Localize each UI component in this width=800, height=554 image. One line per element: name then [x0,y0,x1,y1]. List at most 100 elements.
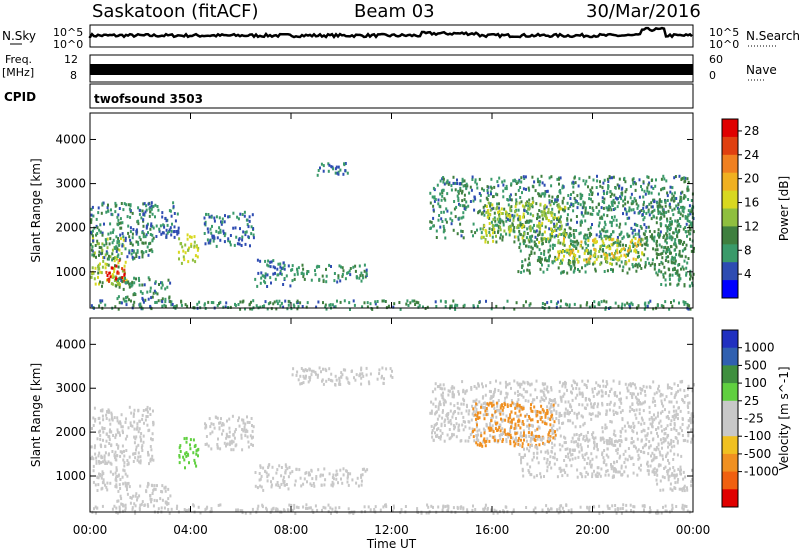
data-cell [616,460,618,464]
data-cell [659,419,662,423]
data-cell [579,304,582,308]
data-cell [538,240,541,244]
data-cell [624,207,626,211]
data-cell [650,185,653,189]
data-cell [308,367,311,371]
data-cell [657,434,659,438]
data-cell [296,370,299,374]
data-cell [537,233,539,237]
data-cell [432,438,435,442]
data-cell [628,454,631,458]
data-cell [587,227,590,231]
data-cell [152,423,155,427]
data-cell [668,232,671,236]
data-cell [216,445,219,448]
data-cell [381,299,384,303]
data-cell [104,262,107,266]
data-cell [645,205,648,209]
data-cell [461,177,464,181]
data-cell [626,271,629,275]
data-cell [97,476,100,480]
data-cell [120,425,123,429]
data-cell [363,263,366,267]
data-cell [654,184,657,188]
data-cell [264,300,267,304]
data-cell [155,224,158,228]
data-cell [510,205,513,209]
data-cell [115,249,118,253]
data-cell [536,437,539,441]
data-cell [519,196,522,199]
data-cell [683,389,686,393]
data-cell [164,287,167,291]
data-cell [150,448,153,452]
data-cell [361,305,364,309]
data-cell [376,377,379,381]
data-cell [503,179,506,183]
data-cell [499,225,502,229]
data-cell [525,244,528,248]
data-cell [240,436,243,440]
data-cell [589,253,592,257]
data-cell [468,426,471,430]
data-cell [154,215,156,219]
data-cell [528,240,531,244]
data-cell [152,205,155,209]
data-cell [495,234,497,238]
data-cell [579,192,582,196]
data-cell [615,257,617,261]
data-cell [620,197,623,201]
data-region [254,258,293,288]
data-cell [101,427,104,431]
data-cell [143,421,145,425]
data-cell [636,224,639,227]
data-cell [98,460,101,464]
data-cell [648,229,651,233]
data-cell [618,256,621,260]
data-cell [541,242,544,245]
data-cell [491,228,494,231]
data-cell [128,285,131,289]
data-cell [342,467,345,471]
data-cell [655,216,658,220]
data-cell [317,468,320,472]
data-cell [514,411,517,415]
data-cell [480,231,483,235]
data-cell [572,243,574,247]
data-cell [690,437,693,441]
data-cell [540,396,543,400]
data-cell [655,244,658,248]
data-cell [673,176,676,180]
data-cell [609,220,612,224]
data-cell [588,175,591,179]
data-cell [647,225,650,229]
data-cell [475,425,478,429]
data-cell [157,299,160,303]
data-cell [461,199,464,203]
data-cell [448,437,451,441]
data-cell [572,387,575,391]
data-cell [260,271,263,275]
data-cell [564,436,567,440]
data-cell [120,502,123,506]
data-cell [161,281,164,285]
data-cell [327,169,330,173]
data-region [517,232,683,275]
data-cell [535,474,538,478]
colorbar-tick-label: 20 [744,172,759,186]
data-cell [623,461,626,464]
data-cell [684,226,687,229]
data-cell [674,259,677,263]
data-cell [440,422,443,426]
data-cell [493,438,496,442]
data-cell [218,427,221,431]
data-cell [354,269,357,273]
data-cell [568,305,571,309]
data-cell [417,305,420,309]
data-cell [655,446,658,449]
data-cell [627,447,630,450]
data-cell [511,213,514,217]
data-cell [491,424,494,428]
data-cell [135,492,138,496]
data-cell [134,494,137,498]
